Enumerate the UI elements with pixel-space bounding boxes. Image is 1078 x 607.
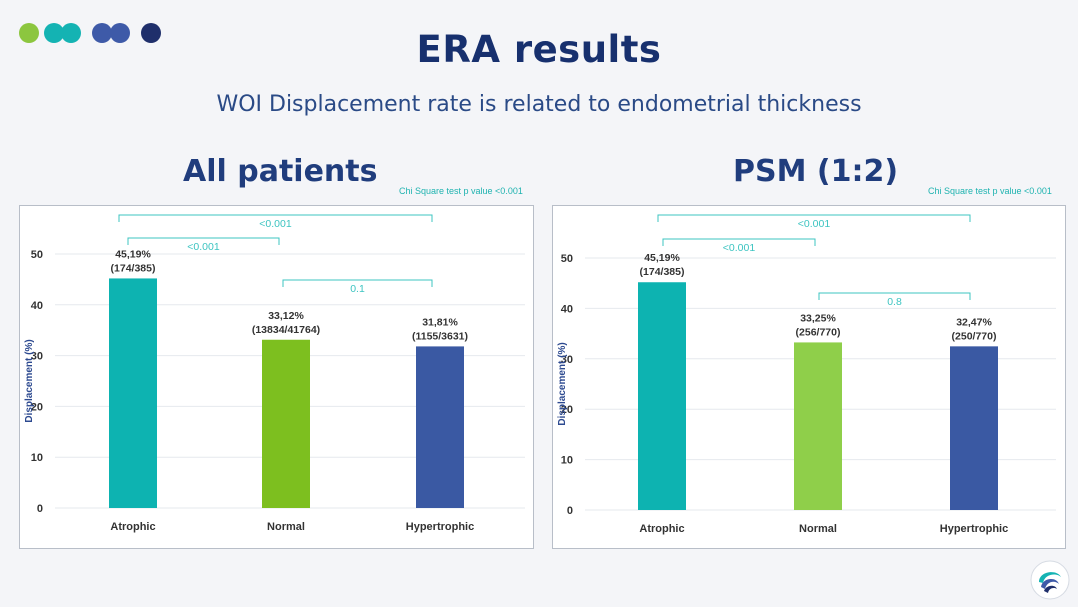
- bar-normal: [262, 339, 310, 508]
- y-axis-label: Displacement (%): [557, 342, 568, 425]
- logo-dots-icon: [19, 23, 161, 43]
- y-tick-label: 20: [31, 401, 43, 413]
- bar-value-label: 31,81%: [422, 316, 458, 328]
- bar-value-label: 32,47%: [956, 316, 992, 328]
- y-tick-label: 30: [561, 354, 573, 366]
- p-value-label: <0.001: [259, 218, 292, 230]
- y-tick-label: 0: [37, 503, 43, 515]
- bar-atrophic: [109, 278, 157, 508]
- bar-chart-psm: 0 10 20 30 40 50 Displacement (%) 45,19% (174/38…: [557, 214, 1056, 535]
- y-tick-label: 50: [561, 253, 573, 265]
- x-tick-label: Atrophic: [110, 521, 155, 533]
- slide-subtitle: WOI Displacement rate is related to endo…: [216, 92, 862, 117]
- bar-count-label: (174/385): [111, 262, 156, 274]
- chart-panel-psm: 0 10 20 30 40 50 Displacement (%) 45,19% (174/38…: [552, 205, 1066, 549]
- bar-count-label: (256/770): [796, 326, 841, 338]
- panel-title-all-patients: All patients: [183, 154, 378, 189]
- p-value-label: <0.001: [798, 218, 831, 230]
- y-tick-label: 20: [561, 404, 573, 416]
- bar-hypertrophic: [950, 346, 998, 510]
- y-tick-label: 40: [31, 300, 43, 312]
- bar-chart-all-patients: 0 10 20 30 40 50 Displacement (%) 45,19% (174/38…: [24, 214, 525, 533]
- panel-title-psm: PSM (1:2): [733, 154, 899, 189]
- bar-count-label: (13834/41764): [252, 324, 320, 336]
- x-tick-label: Normal: [799, 523, 837, 535]
- significance-bracket: [127, 237, 280, 245]
- bar-normal: [794, 342, 842, 510]
- bar-value-label: 45,19%: [115, 248, 151, 260]
- significance-bracket: [657, 214, 971, 222]
- y-tick-label: 10: [561, 455, 573, 467]
- x-tick-label: Atrophic: [639, 523, 684, 535]
- bar-atrophic: [638, 282, 686, 510]
- y-axis-label: Displacement (%): [24, 339, 35, 422]
- y-tick-label: 10: [31, 452, 43, 464]
- p-value-label: <0.001: [723, 242, 756, 254]
- chart-panel-all-patients: 0 10 20 30 40 50 Displacement (%) 45,19% (174/38…: [19, 205, 534, 549]
- y-tick-label: 40: [561, 303, 573, 315]
- bar-count-label: (1155/3631): [412, 330, 468, 342]
- bar-value-label: 45,19%: [644, 252, 680, 264]
- x-tick-label: Normal: [267, 521, 305, 533]
- p-value-label: <0.001: [187, 241, 220, 253]
- significance-bracket: [118, 214, 433, 222]
- significance-bracket: [662, 238, 816, 246]
- brand-swirl-icon: [1030, 560, 1070, 600]
- p-value-label: 0.8: [887, 296, 902, 308]
- bar-hypertrophic: [416, 346, 464, 508]
- slide-title: ERA results: [416, 28, 662, 71]
- y-tick-label: 50: [31, 249, 43, 261]
- bar-count-label: (250/770): [952, 330, 997, 342]
- bar-value-label: 33,25%: [800, 312, 836, 324]
- x-tick-label: Hypertrophic: [940, 523, 1008, 535]
- stat-note-right: Chi Square test p value <0.001: [928, 186, 1052, 196]
- bar-value-label: 33,12%: [268, 310, 304, 322]
- significance-bracket: [282, 279, 433, 287]
- stat-note-left: Chi Square test p value <0.001: [399, 186, 523, 196]
- p-value-label: 0.1: [350, 283, 365, 295]
- significance-bracket: [818, 292, 971, 300]
- y-tick-label: 0: [567, 505, 573, 517]
- y-tick-label: 30: [31, 351, 43, 363]
- bar-count-label: (174/385): [640, 266, 685, 278]
- x-tick-label: Hypertrophic: [406, 521, 474, 533]
